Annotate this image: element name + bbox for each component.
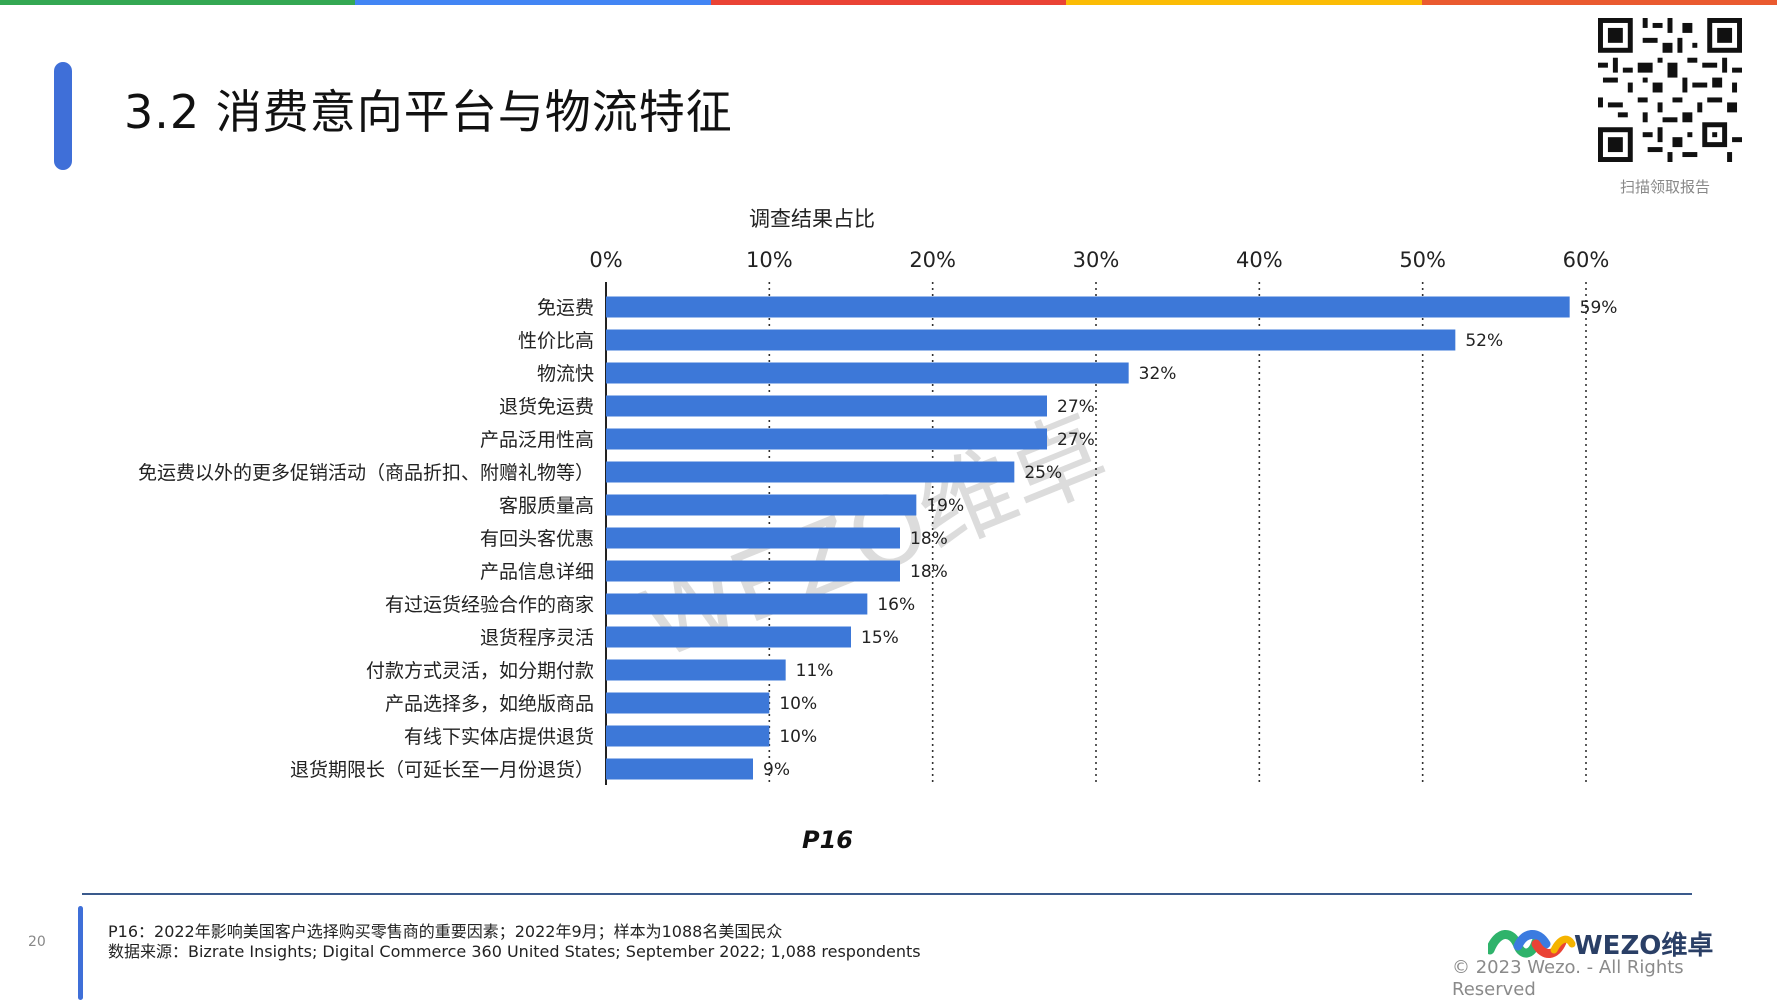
logo-text: WEZO维卓: [1574, 931, 1714, 961]
page-number: 20: [28, 934, 46, 950]
category-label: 物流快: [537, 363, 594, 385]
data-label: 59%: [1580, 298, 1618, 318]
data-label: 10%: [779, 727, 817, 747]
bar: [606, 296, 1570, 318]
bar: [606, 725, 770, 747]
category-label: 免运费: [537, 297, 594, 319]
data-label: 15%: [861, 628, 899, 648]
page-title: 3.2 消费意向平台与物流特征: [124, 85, 733, 139]
bar: [606, 494, 917, 516]
top-strip-green: [0, 0, 356, 5]
bar: [606, 362, 1129, 384]
category-label: 性价比高: [518, 330, 594, 352]
qr-caption: 扫描领取报告: [1620, 178, 1711, 196]
top-strip-red: [710, 0, 1067, 5]
title-accent-bar: [54, 62, 72, 170]
category-label: 产品选择多，如绝版商品: [385, 693, 594, 715]
data-label: 18%: [910, 529, 948, 549]
bar: [606, 593, 868, 615]
category-label: 退货程序灵活: [480, 627, 594, 649]
data-label: 19%: [926, 496, 964, 516]
footer-divider: [82, 893, 1692, 895]
chart-title: 调查结果占比: [749, 207, 875, 231]
category-label: 有过运货经验合作的商家: [385, 594, 594, 616]
bar: [606, 626, 851, 648]
copyright-text: © 2023 Wezo. - All Rights Reserved: [1452, 957, 1684, 1000]
footer-accent-bar: [78, 906, 83, 1000]
category-label: 有线下实体店提供退货: [404, 726, 594, 748]
bar: [606, 329, 1456, 351]
bar: [606, 461, 1015, 483]
bar: [606, 428, 1047, 450]
data-label: 27%: [1057, 397, 1095, 417]
chart-page-label: P16: [802, 826, 853, 854]
top-strip-orange: [1421, 0, 1777, 5]
x-tick-label: 40%: [1236, 248, 1283, 272]
top-color-strip: [0, 0, 1777, 5]
category-label: 免运费以外的更多促销活动（商品折扣、附赠礼物等）: [138, 462, 594, 484]
data-label: 27%: [1057, 430, 1095, 450]
data-label: 9%: [763, 760, 790, 780]
category-label: 产品信息详细: [480, 561, 594, 583]
qr-code-icon[interactable]: [1598, 18, 1742, 162]
x-tick-label: 10%: [746, 248, 793, 272]
category-label: 有回头客优惠: [480, 528, 594, 550]
category-label: 客服质量高: [499, 495, 594, 517]
x-tick-label: 0%: [589, 248, 622, 272]
data-label: 52%: [1465, 331, 1503, 351]
data-label: 10%: [779, 694, 817, 714]
top-strip-blue: [355, 0, 711, 5]
data-label: 16%: [877, 595, 915, 615]
category-label: 退货免运费: [499, 396, 594, 418]
x-tick-label: 30%: [1073, 248, 1120, 272]
data-label: 25%: [1024, 463, 1062, 483]
bar: [606, 395, 1047, 417]
x-tick-label: 50%: [1399, 248, 1446, 272]
bar: [606, 692, 770, 714]
bar: [606, 758, 753, 780]
data-label: 32%: [1139, 364, 1177, 384]
data-source-note: 数据来源：Bizrate Insights; Digital Commerce …: [108, 942, 921, 961]
category-label: 付款方式灵活，如分期付款: [366, 660, 594, 682]
data-label: 18%: [910, 562, 948, 582]
bar: [606, 659, 786, 681]
x-tick-label: 20%: [909, 248, 956, 272]
data-label: 11%: [796, 661, 834, 681]
bar: [606, 527, 900, 549]
category-label: 产品泛用性高: [480, 429, 594, 451]
top-strip-yellow: [1066, 0, 1422, 5]
bar: [606, 560, 900, 582]
x-tick-label: 60%: [1563, 248, 1610, 272]
chart-note: P16：2022年影响美国客户选择购买零售商的重要因素；2022年9月；样本为1…: [108, 922, 783, 941]
wezo-logo-icon: [1488, 930, 1576, 958]
category-label: 退货期限长（可延长至一月份退货）: [290, 759, 594, 781]
